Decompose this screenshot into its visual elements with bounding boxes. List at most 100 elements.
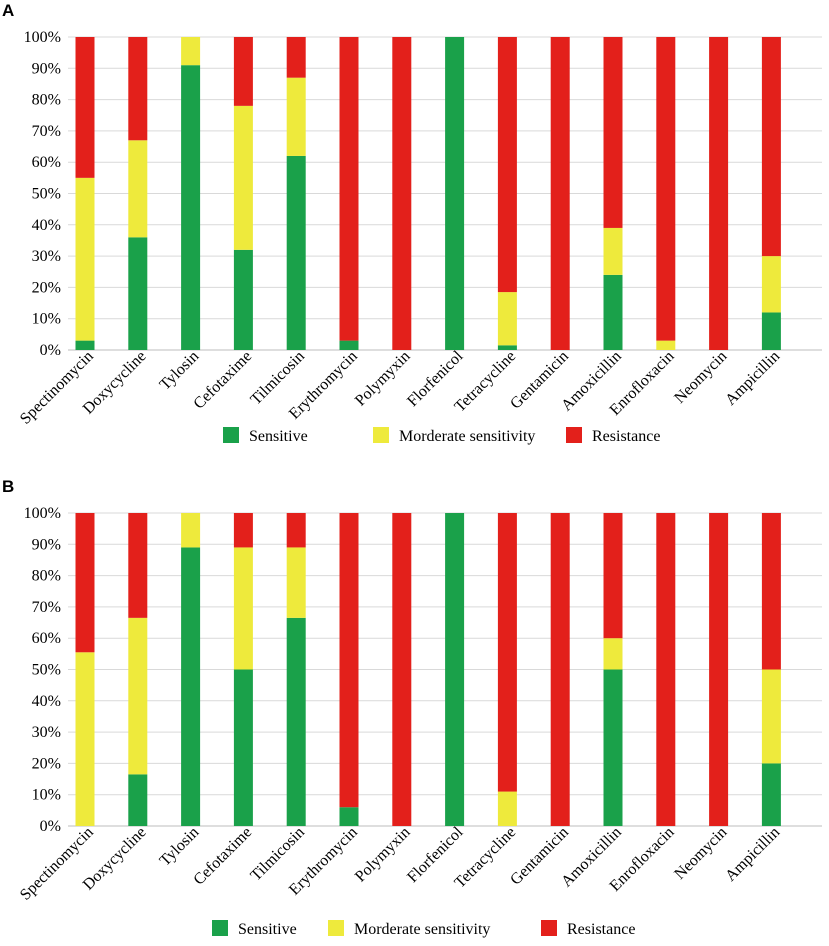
legend-swatch-morderate-sensitivity bbox=[328, 920, 344, 936]
y-tick-label: 50% bbox=[32, 186, 61, 203]
bar-morderate-sensitivity-enrofloxacin bbox=[656, 340, 676, 350]
bar-morderate-sensitivity-spectinomycin bbox=[75, 652, 95, 826]
legend-swatch-morderate-sensitivity bbox=[373, 427, 389, 443]
bar-sensitive-tylosin bbox=[181, 547, 201, 826]
bar-resistance-erythromycin bbox=[339, 513, 359, 808]
y-tick-label: 70% bbox=[32, 123, 61, 140]
bar-sensitive-doxycycline bbox=[128, 774, 148, 826]
y-tick-label: 30% bbox=[32, 248, 61, 265]
x-tick-label: Polymyxin bbox=[352, 348, 414, 410]
x-tick-label: Neomycin bbox=[671, 348, 730, 407]
bar-resistance-enrofloxacin bbox=[656, 513, 676, 826]
x-tick-label: Spectinomycin bbox=[17, 824, 97, 904]
bar-resistance-gentamicin bbox=[550, 513, 570, 826]
bar-sensitive-cefotaxime bbox=[233, 249, 253, 350]
x-tick-label: Tylosin bbox=[157, 348, 203, 394]
y-tick-label: 60% bbox=[32, 630, 61, 647]
y-tick-label: 70% bbox=[32, 599, 61, 616]
bar-resistance-neomycin bbox=[709, 37, 729, 350]
bar-resistance-ampicillin bbox=[761, 513, 781, 670]
x-tick-label: Cefotaxime bbox=[190, 824, 255, 889]
legend-swatch-resistance bbox=[566, 427, 582, 443]
bar-morderate-sensitivity-doxycycline bbox=[128, 140, 148, 238]
bar-morderate-sensitivity-tylosin bbox=[181, 37, 201, 66]
y-tick-label: 40% bbox=[32, 693, 61, 710]
x-tick-label: Polymyxin bbox=[352, 824, 414, 886]
bar-morderate-sensitivity-ampicillin bbox=[761, 256, 781, 313]
bar-resistance-doxycycline bbox=[128, 513, 148, 618]
bar-sensitive-amoxicillin bbox=[603, 669, 623, 826]
bar-morderate-sensitivity-tylosin bbox=[181, 513, 201, 548]
bar-sensitive-florfenicol bbox=[445, 513, 465, 826]
bar-sensitive-florfenicol bbox=[445, 37, 465, 350]
y-tick-label: 20% bbox=[32, 755, 61, 772]
bar-resistance-polymyxin bbox=[392, 513, 412, 826]
bar-resistance-tilmicosin bbox=[286, 513, 306, 548]
bar-resistance-tetracycline bbox=[497, 37, 517, 293]
panel-label-b: B bbox=[2, 477, 14, 496]
bar-resistance-doxycycline bbox=[128, 37, 148, 141]
legend-label: Sensitive bbox=[238, 921, 297, 938]
bar-sensitive-amoxicillin bbox=[603, 274, 623, 350]
bar-resistance-amoxicillin bbox=[603, 513, 623, 639]
bar-sensitive-tilmicosin bbox=[286, 155, 306, 350]
legend-swatch-sensitive bbox=[223, 427, 239, 443]
bar-morderate-sensitivity-tetracycline bbox=[497, 292, 517, 346]
bar-resistance-tetracycline bbox=[497, 513, 517, 792]
bar-sensitive-erythromycin bbox=[339, 807, 359, 826]
bar-resistance-enrofloxacin bbox=[656, 37, 676, 341]
legend-label: Resistance bbox=[592, 428, 660, 445]
bar-resistance-amoxicillin bbox=[603, 37, 623, 228]
bar-resistance-ampicillin bbox=[761, 37, 781, 257]
y-tick-label: 100% bbox=[24, 29, 61, 46]
y-tick-label: 80% bbox=[32, 92, 61, 109]
bar-resistance-tilmicosin bbox=[286, 37, 306, 78]
legend-swatch-resistance bbox=[541, 920, 557, 936]
bar-sensitive-tetracycline bbox=[497, 345, 517, 350]
x-tick-label: Spectinomycin bbox=[17, 348, 97, 428]
bar-morderate-sensitivity-amoxicillin bbox=[603, 638, 623, 670]
y-tick-label: 0% bbox=[40, 342, 61, 359]
bar-sensitive-doxycycline bbox=[128, 237, 148, 350]
bar-sensitive-tilmicosin bbox=[286, 617, 306, 826]
bar-morderate-sensitivity-doxycycline bbox=[128, 617, 148, 775]
bar-resistance-polymyxin bbox=[392, 37, 412, 350]
legend-swatch-sensitive bbox=[212, 920, 228, 936]
y-tick-label: 100% bbox=[24, 505, 61, 522]
y-tick-label: 60% bbox=[32, 154, 61, 171]
y-tick-label: 50% bbox=[32, 662, 61, 679]
legend-label: Sensitive bbox=[249, 428, 308, 445]
y-tick-label: 0% bbox=[40, 818, 61, 835]
bar-resistance-spectinomycin bbox=[75, 513, 95, 653]
y-tick-label: 90% bbox=[32, 60, 61, 77]
x-tick-label: Ampicillin bbox=[722, 348, 783, 409]
x-tick-label: Cefotaxime bbox=[190, 348, 255, 413]
bar-sensitive-erythromycin bbox=[339, 340, 359, 350]
bar-resistance-cefotaxime bbox=[233, 37, 253, 106]
y-tick-label: 30% bbox=[32, 724, 61, 741]
bar-resistance-neomycin bbox=[709, 513, 729, 826]
bar-morderate-sensitivity-tilmicosin bbox=[286, 547, 306, 618]
bar-sensitive-ampicillin bbox=[761, 312, 781, 350]
bar-resistance-erythromycin bbox=[339, 37, 359, 341]
legend-label: Morderate sensitivity bbox=[354, 921, 490, 938]
bar-resistance-cefotaxime bbox=[233, 513, 253, 548]
bar-morderate-sensitivity-tilmicosin bbox=[286, 77, 306, 156]
y-tick-label: 80% bbox=[32, 568, 61, 585]
y-tick-label: 40% bbox=[32, 217, 61, 234]
bar-resistance-spectinomycin bbox=[75, 37, 95, 178]
legend-label: Resistance bbox=[567, 921, 635, 938]
y-tick-label: 10% bbox=[32, 311, 61, 328]
bar-morderate-sensitivity-cefotaxime bbox=[233, 105, 253, 250]
bar-morderate-sensitivity-ampicillin bbox=[761, 669, 781, 764]
bar-sensitive-tylosin bbox=[181, 65, 201, 351]
bar-sensitive-cefotaxime bbox=[233, 669, 253, 826]
y-tick-label: 20% bbox=[32, 279, 61, 296]
y-tick-label: 10% bbox=[32, 787, 61, 804]
x-tick-label: Tylosin bbox=[157, 824, 203, 870]
x-tick-label: Ampicillin bbox=[722, 824, 783, 885]
y-tick-label: 90% bbox=[32, 536, 61, 553]
bar-resistance-gentamicin bbox=[550, 37, 570, 350]
legend-label: Morderate sensitivity bbox=[399, 428, 535, 445]
